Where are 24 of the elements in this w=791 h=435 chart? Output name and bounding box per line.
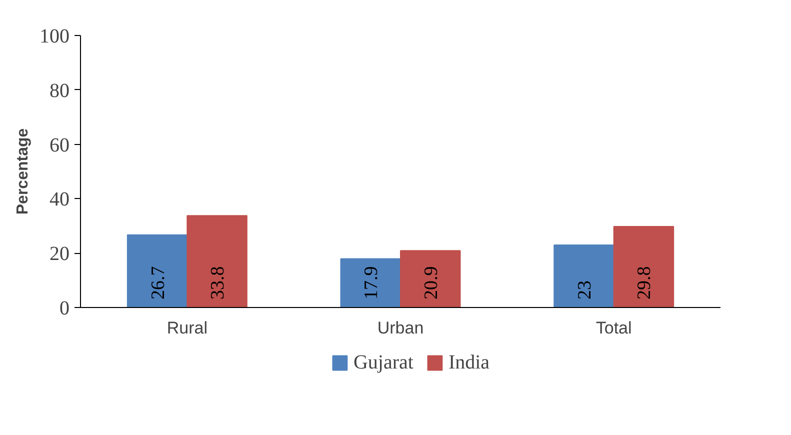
x-tick-label: Urban [377, 318, 424, 338]
data-label: 33.8 [208, 266, 229, 300]
y-tick-label: 20 [50, 243, 70, 266]
bar [186, 215, 248, 308]
data-label: 26.7 [148, 266, 169, 300]
x-tick-label: Rural [166, 318, 208, 338]
y-tick-label: 60 [50, 134, 70, 156]
data-label: 17.9 [361, 266, 382, 300]
data-label: 23 [574, 280, 596, 300]
bar [400, 250, 461, 308]
data-label: 29.8 [634, 266, 656, 300]
data-label: 20.9 [420, 266, 442, 300]
legend-label: Gujarat [353, 351, 414, 374]
bar [554, 244, 614, 308]
x-tick-label: Total [596, 318, 632, 338]
y-tick-label: 40 [50, 188, 70, 211]
bar [340, 258, 401, 308]
y-tick-label: 100 [40, 26, 70, 48]
bar [126, 234, 188, 308]
y-tick-label: 0 [60, 298, 70, 320]
y-axis-title: Percentage [14, 128, 32, 215]
y-tick-label: 80 [50, 80, 70, 102]
bar [613, 226, 674, 308]
legend-label: India [448, 351, 490, 374]
